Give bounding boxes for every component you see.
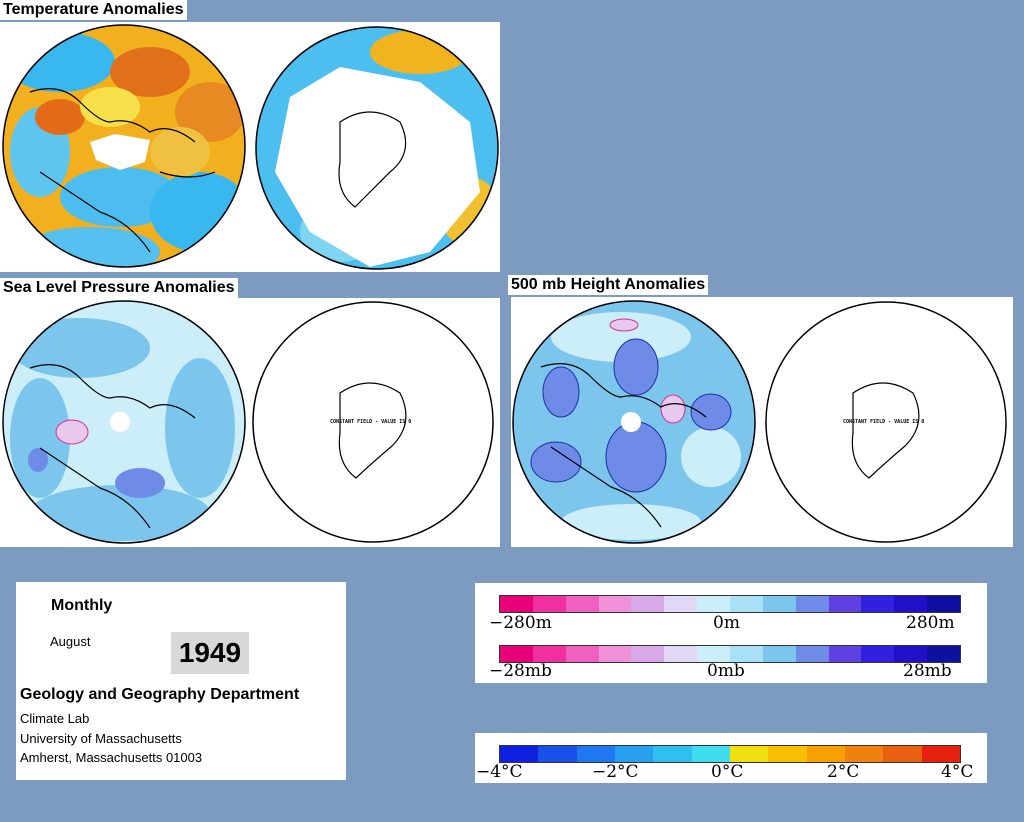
address-label: Amherst, Massachusetts 01003	[20, 750, 203, 765]
temp-tick-1: −4°C	[476, 762, 523, 782]
height-max-label: 280m	[906, 613, 955, 633]
temp-tick-5: 4°C	[941, 762, 974, 782]
pressure-color-bar	[499, 645, 961, 663]
temperature-south-map	[255, 26, 499, 270]
height-pressure-legend: −280m 0m 280m −28mb 0mb 28mb	[475, 583, 987, 683]
pressure-max-label: 28mb	[903, 661, 952, 681]
department-label: Geology and Geography Department	[20, 686, 300, 703]
temp-tick-2: −2°C	[592, 762, 639, 782]
pressure-mid-label: 0mb	[707, 661, 745, 681]
temperature-legend: −4°C −2°C 0°C 2°C 4°C	[475, 733, 987, 783]
temp-tick-3: 0°C	[711, 762, 744, 782]
height-color-bar	[499, 595, 961, 613]
info-panel: Monthly August 1949 Geology and Geograph…	[16, 582, 346, 780]
height-south-map: CONSTANT FIELD - VALUE IS 0	[765, 301, 1007, 543]
slp-maps-panel: CONSTANT FIELD - VALUE IS 0	[0, 298, 500, 547]
period-label: Monthly	[51, 597, 113, 614]
pressure-min-label: −28mb	[489, 661, 552, 681]
slp-north-map	[2, 300, 246, 544]
temperature-color-bar	[499, 745, 961, 763]
year-display: 1949	[171, 632, 249, 674]
height-mid-label: 0m	[713, 613, 740, 633]
slp-south-map: CONSTANT FIELD - VALUE IS 0	[252, 301, 494, 543]
height-min-label: −280m	[489, 613, 552, 633]
temperature-north-map	[2, 24, 246, 268]
height-north-map	[512, 300, 756, 544]
height-constant-field-label: CONSTANT FIELD - VALUE IS 0	[843, 419, 924, 425]
month-label: August	[50, 634, 91, 649]
temp-tick-4: 2°C	[827, 762, 860, 782]
slp-constant-field-label: CONSTANT FIELD - VALUE IS 0	[330, 419, 411, 425]
temperature-maps-panel	[0, 22, 500, 272]
slp-title: Sea Level Pressure Anomalies	[0, 278, 238, 298]
university-label: University of Massachusetts	[20, 731, 182, 746]
lab-label: Climate Lab	[20, 711, 90, 726]
height-title: 500 mb Height Anomalies	[508, 275, 709, 295]
height-maps-panel: CONSTANT FIELD - VALUE IS 0	[511, 297, 1013, 547]
temperature-title: Temperature Anomalies	[0, 0, 187, 20]
